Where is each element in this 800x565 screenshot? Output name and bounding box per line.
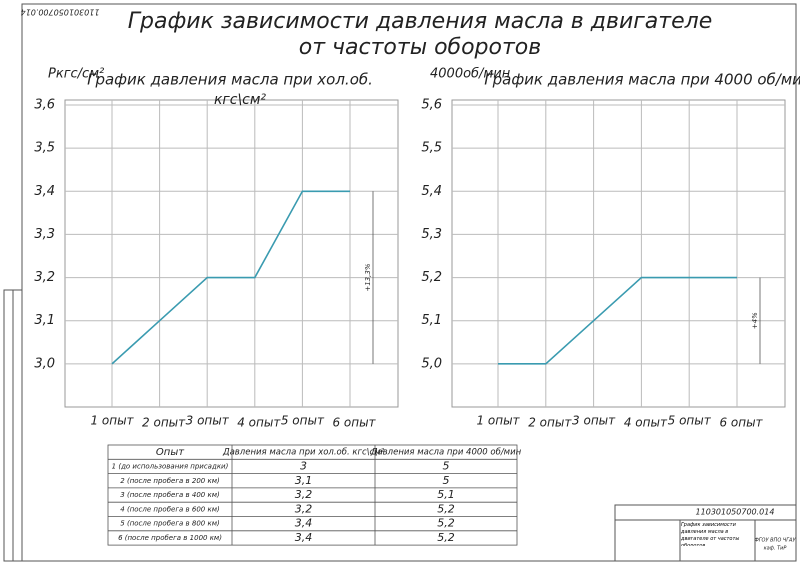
x-tick-label: 3 опыт — [186, 414, 230, 428]
table-cell: 3 (после пробега в 400 км) — [120, 491, 220, 499]
data-line — [498, 276, 737, 365]
table-header: Давления масла при 4000 об/мин — [370, 448, 522, 458]
x-tick-label: 5 опыт — [668, 414, 712, 428]
table-cell: 5,2 — [437, 517, 455, 530]
table-cell: 3,2 — [295, 502, 313, 515]
title-block-dept: каф. ТиР — [764, 546, 787, 552]
x-tick-label: 1 опыт — [90, 414, 134, 428]
y-tick-label: 3,4 — [34, 184, 55, 199]
table-cell: 4 (после пробега в 600 км) — [120, 505, 220, 513]
x-tick-label: 3 опыт — [572, 414, 616, 428]
y-tick-label: 5,2 — [421, 270, 442, 285]
y-tick-label: 3,6 — [34, 98, 55, 113]
data-line — [111, 190, 350, 365]
plot-frame — [451, 99, 786, 408]
y-tick-label: 5,6 — [421, 98, 442, 113]
table-cell: 6 (после пробега в 1000 км) — [118, 534, 222, 542]
title-block-org: ФГОУ ВПО ЧГАУ — [754, 538, 796, 544]
y-tick-label: 3,0 — [34, 356, 55, 371]
table-cell: 5 (после пробега в 800 км) — [120, 520, 220, 528]
annotation: +13,3% — [364, 263, 372, 291]
x-tick-label: 2 опыт — [528, 416, 572, 430]
chart-title: График давления масла при хол.об. — [87, 71, 373, 89]
x-tick-label: 6 опыт — [719, 416, 763, 430]
y-tick-label: 5,1 — [421, 313, 442, 328]
x-tick-label: 1 опыт — [476, 414, 520, 428]
table-header: Давления масла при хол.об. кгс\см² — [222, 448, 385, 458]
y-tick-label: 5,0 — [421, 356, 442, 371]
y-axis-label: Ркгс/см² — [48, 67, 104, 82]
x-tick-label: 2 опыт — [142, 416, 186, 430]
table-frame — [107, 444, 518, 546]
title-block-name: График зависимости давления масла в двиг… — [681, 522, 740, 546]
table-cell: 5,2 — [437, 531, 455, 544]
chart-title: График давления масла при 4000 об/мин — [484, 71, 800, 89]
x-tick-label: 4 опыт — [237, 416, 281, 430]
table-header: Опыт — [156, 447, 185, 458]
table-cell: 3,4 — [295, 517, 313, 530]
annotation: +4% — [751, 312, 759, 329]
y-tick-label: 5,3 — [421, 227, 442, 242]
y-tick-label: 3,2 — [34, 270, 55, 285]
y-tick-label: 3,5 — [34, 141, 55, 156]
chart-subtitle: кгс\см² — [214, 92, 266, 108]
sheet-title: График зависимости давления масла в двиг… — [128, 9, 712, 34]
y-axis-label: 4000об/мин — [430, 67, 511, 82]
table-cell: 5,1 — [437, 488, 455, 501]
table-cell: 5 — [443, 459, 450, 472]
table-cell: 5 — [443, 474, 450, 487]
title-block: 110301050700.014 График зависимости давл… — [614, 504, 797, 562]
sheet-frame — [21, 3, 797, 562]
title-block-name-box: График зависимости давления масла в двиг… — [681, 522, 740, 546]
y-tick-label: 5,4 — [421, 184, 442, 199]
y-tick-label: 3,1 — [34, 313, 55, 328]
y-tick-label: 5,5 — [421, 141, 442, 156]
x-tick-label: 4 опыт — [624, 416, 668, 430]
table-cell: 3,1 — [295, 474, 313, 487]
table-cell: 3,4 — [295, 531, 313, 544]
plot-frame — [64, 99, 399, 408]
table-cell: 3 — [300, 459, 307, 472]
x-tick-label: 5 опыт — [281, 414, 325, 428]
table-cell: 3,2 — [295, 488, 313, 501]
x-tick-label: 6 опыт — [332, 416, 376, 430]
table-cell: 1 (до использования присадки) — [112, 462, 229, 470]
title-block-code: 110301050700.014 — [696, 508, 775, 517]
sheet-stamp: 110301050700.014 — [21, 8, 100, 17]
table-cell: 5,2 — [437, 502, 455, 515]
sheet-title: от частоты оборотов — [299, 35, 541, 60]
table-cell: 2 (после пробега в 200 км) — [120, 477, 220, 485]
y-tick-label: 3,3 — [34, 227, 55, 242]
